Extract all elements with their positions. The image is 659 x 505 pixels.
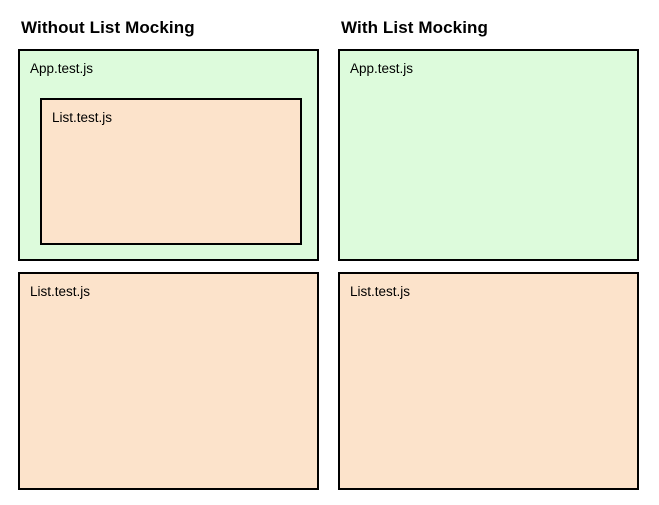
scope-box-label-list-test-nested-without: List.test.js xyxy=(52,110,113,125)
scope-box-list-test-standalone-with: List.test.js xyxy=(338,272,639,490)
scope-box-label-list-test-standalone-with: List.test.js xyxy=(350,284,411,299)
scope-box-list-test-standalone-without: List.test.js xyxy=(18,272,319,490)
scope-box-app-test-with: App.test.js xyxy=(338,49,639,261)
column-title-without-list-mocking: Without List Mocking xyxy=(21,18,195,37)
column-without-list-mocking: Without List Mocking App.test.js List.te… xyxy=(18,0,320,505)
scope-box-label-app-test-without: App.test.js xyxy=(30,61,94,76)
scope-box-label-list-test-standalone-without: List.test.js xyxy=(30,284,91,299)
scope-box-label-app-test-with: App.test.js xyxy=(350,61,414,76)
column-with-list-mocking: With List Mocking App.test.js List.test.… xyxy=(338,0,640,505)
scope-box-app-test-without: App.test.js List.test.js xyxy=(18,49,319,261)
column-title-with-list-mocking: With List Mocking xyxy=(341,18,488,37)
scope-box-list-test-nested-without: List.test.js xyxy=(40,98,302,245)
